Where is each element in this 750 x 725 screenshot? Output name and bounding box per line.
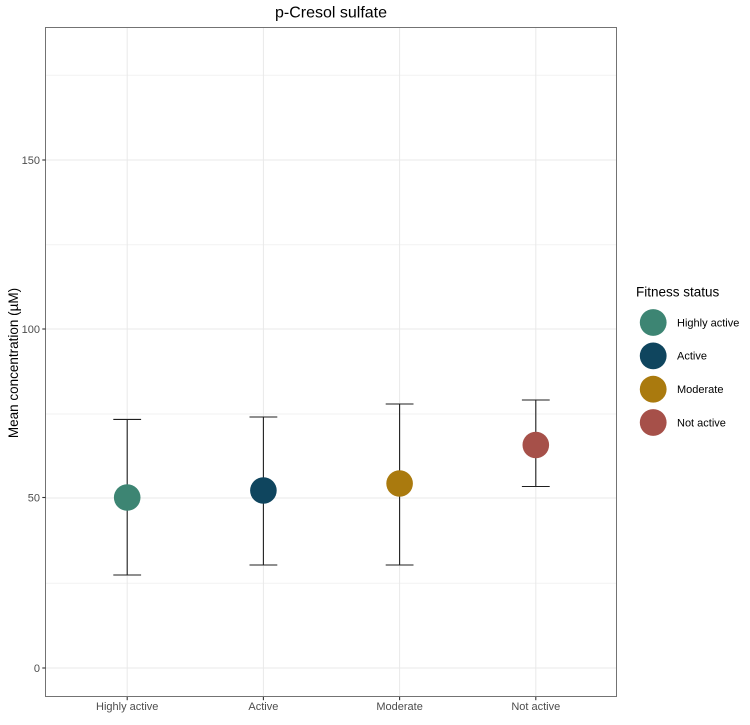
svg-text:Active: Active — [248, 701, 278, 713]
svg-text:Mean concentration (µM): Mean concentration (µM) — [6, 288, 21, 438]
svg-text:Not active: Not active — [511, 701, 560, 713]
svg-text:0: 0 — [34, 663, 40, 675]
svg-text:Highly active: Highly active — [96, 701, 158, 713]
svg-text:Moderate: Moderate — [376, 701, 422, 713]
svg-text:Highly active: Highly active — [677, 317, 739, 329]
svg-text:50: 50 — [28, 492, 40, 504]
svg-text:150: 150 — [22, 155, 40, 167]
svg-text:Not active: Not active — [677, 417, 726, 429]
svg-text:Active: Active — [677, 351, 707, 363]
svg-text:Fitness status: Fitness status — [636, 285, 720, 300]
svg-text:Moderate: Moderate — [677, 384, 723, 396]
svg-text:p-Cresol sulfate: p-Cresol sulfate — [275, 5, 387, 22]
svg-text:100: 100 — [22, 324, 40, 336]
